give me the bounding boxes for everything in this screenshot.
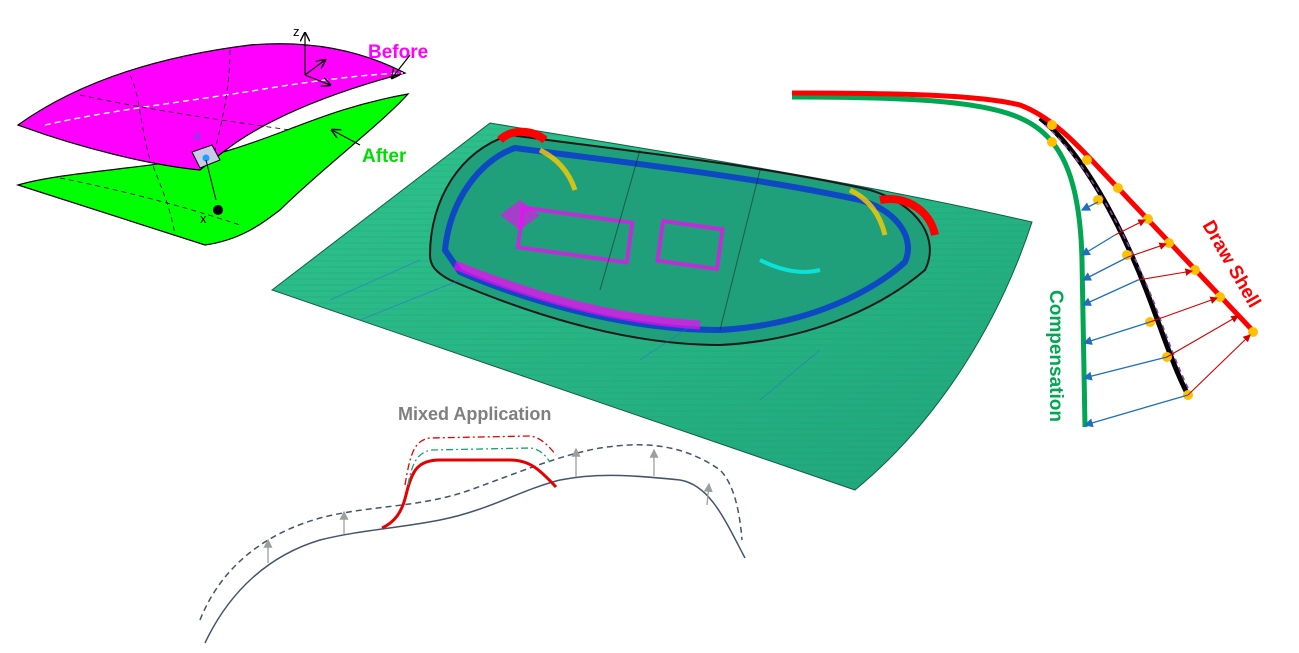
compensation-label: Compensation [1045,290,1066,422]
after-label: After [362,146,407,167]
feature-bump-curve [381,458,558,530]
base-curve [204,474,746,644]
nominal-curve [1038,116,1191,397]
draw-shell-label: Draw Shell [1198,217,1265,312]
bump-dashdot-green [407,447,551,486]
before-label: Before [368,42,428,63]
after-surface [15,93,410,246]
node-dot-icon [213,205,223,215]
before-surface [16,43,407,171]
mixed-application-title: Mixed Application [398,404,551,424]
draw-shell-curve [791,90,1257,335]
bump-dashdot-red [404,435,557,486]
axis-x-top-label: x [194,128,201,143]
offset-curve [199,444,743,621]
axis-z-label: z [293,24,300,39]
mixed-panel: Mixed Application [199,404,746,644]
surface-panel: z x x Before After [15,24,428,246]
axis-triad-icon [305,33,330,85]
mesh-panel [270,122,1033,491]
axis-x-bottom-label: x [200,211,207,226]
